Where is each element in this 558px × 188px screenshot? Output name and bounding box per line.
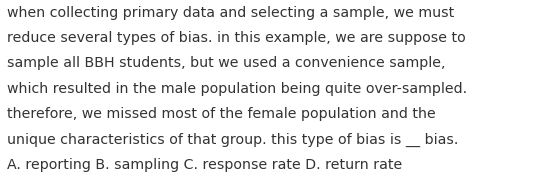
Text: reduce several types of bias. in this example, we are suppose to: reduce several types of bias. in this ex… [7, 31, 466, 45]
Text: therefore, we missed most of the female population and the: therefore, we missed most of the female … [7, 107, 436, 121]
Text: sample all BBH students, but we used a convenience sample,: sample all BBH students, but we used a c… [7, 56, 446, 70]
Text: unique characteristics of that group. this type of bias is __ bias.: unique characteristics of that group. th… [7, 133, 459, 147]
Text: which resulted in the male population being quite over-sampled.: which resulted in the male population be… [7, 82, 468, 96]
Text: A. reporting B. sampling C. response rate D. return rate: A. reporting B. sampling C. response rat… [7, 158, 402, 172]
Text: when collecting primary data and selecting a sample, we must: when collecting primary data and selecti… [7, 6, 455, 20]
